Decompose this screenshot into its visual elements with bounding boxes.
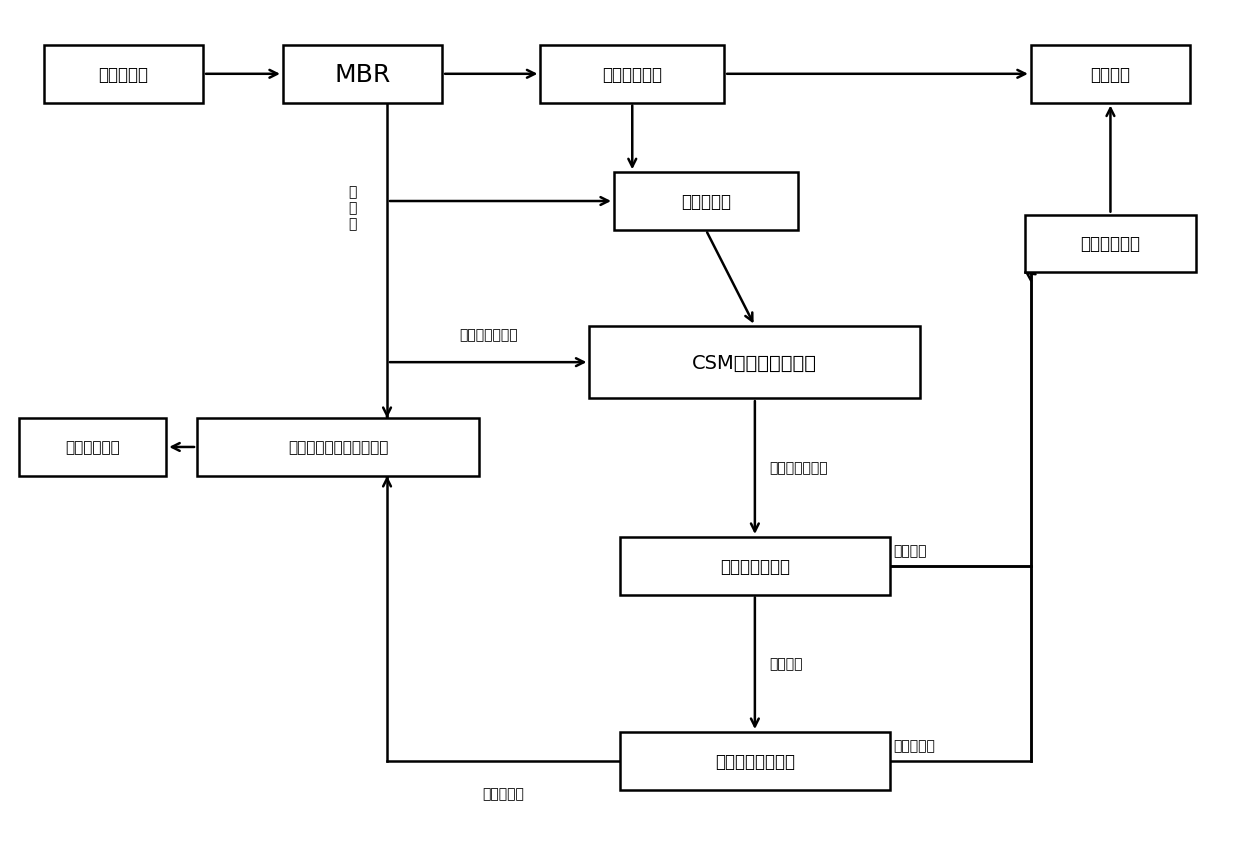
Text: 胶体分离膜浓液: 胶体分离膜浓液 — [459, 327, 517, 342]
Text: 反渗透浓液: 反渗透浓液 — [482, 786, 525, 800]
Text: 高压反渗透膜单元: 高压反渗透膜单元 — [715, 752, 795, 770]
Text: 活性炭过滤器: 活性炭过滤器 — [1080, 235, 1141, 253]
FancyBboxPatch shape — [197, 418, 479, 476]
Text: MBR: MBR — [335, 63, 391, 87]
Text: 垃圾渗滤液: 垃圾渗滤液 — [98, 65, 149, 84]
Text: 冷
凝
液: 冷 凝 液 — [348, 184, 357, 231]
Text: 反渗透清液: 反渗透清液 — [894, 739, 935, 753]
FancyBboxPatch shape — [19, 418, 166, 476]
FancyBboxPatch shape — [283, 46, 443, 103]
Text: 纳滤清液: 纳滤清液 — [894, 544, 928, 558]
FancyBboxPatch shape — [620, 537, 890, 595]
FancyBboxPatch shape — [541, 46, 724, 103]
Text: 高压纳滤膜单元: 高压纳滤膜单元 — [720, 557, 790, 575]
FancyBboxPatch shape — [614, 173, 797, 231]
Text: 纳滤浓液: 纳滤浓液 — [770, 656, 804, 671]
FancyBboxPatch shape — [1024, 215, 1197, 273]
Text: 喷雾干燥或真空耙式干燥: 喷雾干燥或真空耙式干燥 — [288, 440, 388, 455]
FancyBboxPatch shape — [620, 732, 890, 790]
FancyBboxPatch shape — [43, 46, 203, 103]
Text: 达标排放: 达标排放 — [1090, 65, 1131, 84]
FancyBboxPatch shape — [589, 326, 920, 399]
Text: 膜滤浓缩液: 膜滤浓缩液 — [681, 193, 730, 211]
Text: 纳滤／反渗透: 纳滤／反渗透 — [603, 65, 662, 84]
Text: CSM胶体分离膜元件: CSM胶体分离膜元件 — [692, 353, 817, 372]
FancyBboxPatch shape — [1030, 46, 1190, 103]
Text: 胶体分离膜清液: 胶体分离膜清液 — [770, 461, 828, 475]
Text: 填埋或者焚烧: 填埋或者焚烧 — [66, 440, 120, 455]
